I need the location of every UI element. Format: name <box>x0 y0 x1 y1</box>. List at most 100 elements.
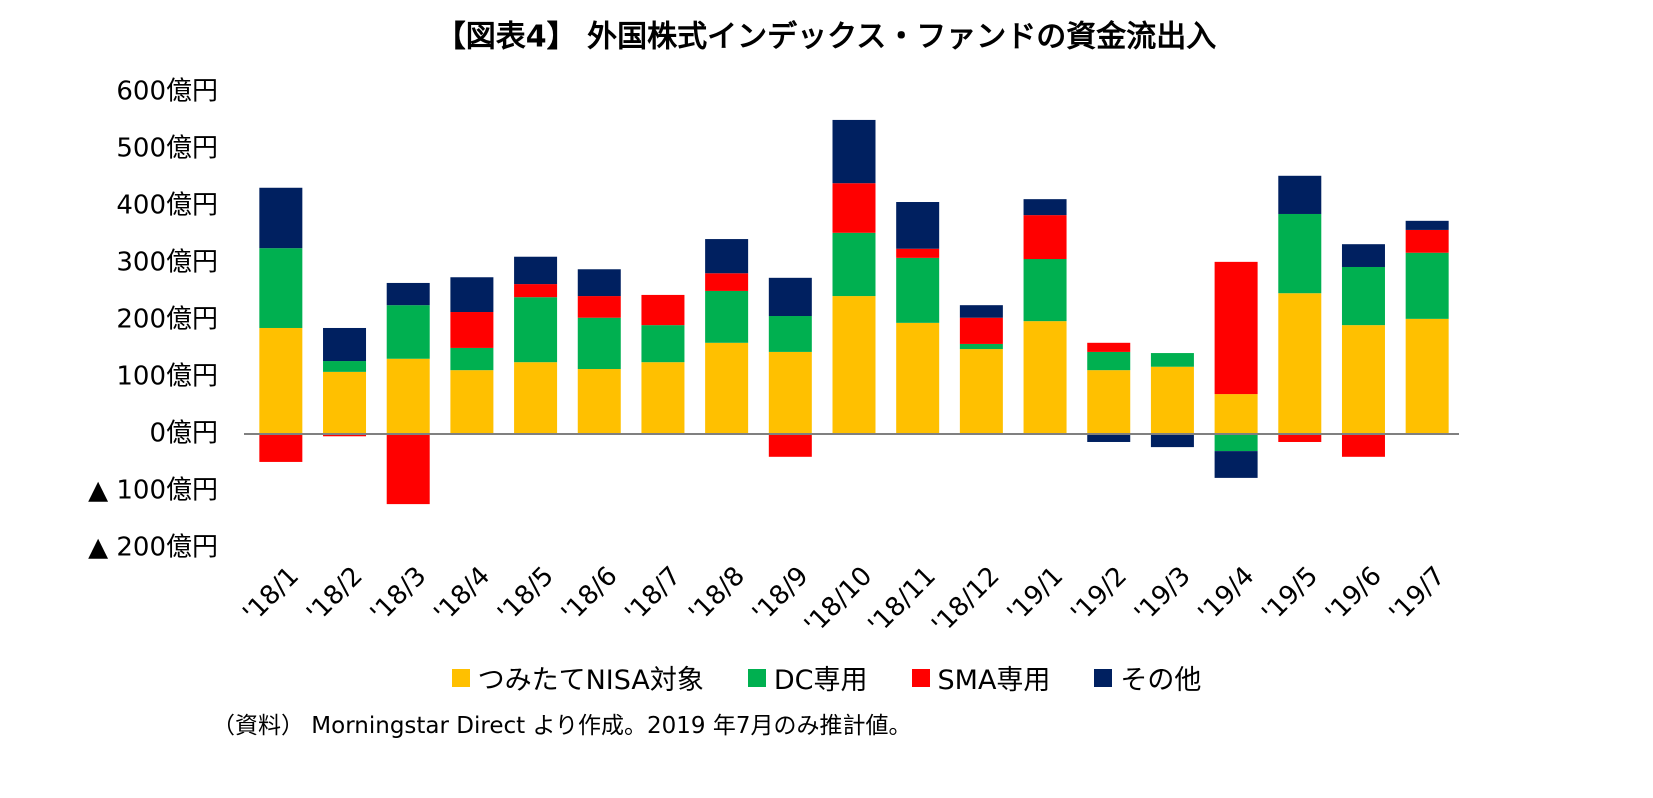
bar-segment <box>323 371 367 434</box>
bar-segment <box>705 290 749 343</box>
bar-segment <box>1023 321 1067 434</box>
bar-segment <box>450 370 494 434</box>
x-tick-label: '18/10 <box>799 561 878 640</box>
y-tick-label: ▲ 100億円 <box>88 476 218 506</box>
bar-segment <box>1087 351 1131 371</box>
bar-segment <box>514 284 558 298</box>
x-tick-label: '18/8 <box>683 561 751 629</box>
bar-segment <box>1341 434 1385 457</box>
y-tick-label: 100億円 <box>116 362 218 392</box>
bar-segment <box>896 202 940 249</box>
bar-segment <box>896 257 940 323</box>
x-tick-label: '19/4 <box>1193 561 1261 629</box>
bar-segment <box>705 273 749 291</box>
bar-segment <box>1405 220 1449 230</box>
legend-item: つみたてNISA対象 <box>451 658 704 697</box>
bar-segment <box>959 317 1003 344</box>
bar-segment <box>514 297 558 363</box>
bar-segment <box>1278 434 1322 442</box>
bar-segment <box>1278 293 1322 434</box>
legend-swatch <box>1094 668 1113 687</box>
legend-label: DC専用 <box>773 665 868 696</box>
bar-segment <box>832 183 876 233</box>
legend-swatch <box>911 668 930 687</box>
bar-segment <box>641 294 685 326</box>
bar-segment <box>386 358 430 434</box>
chart-title: 【図表4】 外国株式インデックス・ファンドの資金流出入 <box>436 20 1216 55</box>
y-tick-label: 300億円 <box>116 248 218 278</box>
bar-segment <box>1278 175 1322 214</box>
bar-segment <box>1087 434 1131 442</box>
bar-segment <box>768 434 812 457</box>
bar-segment <box>768 277 812 317</box>
bar-segment <box>768 316 812 352</box>
bar-segment <box>450 347 494 371</box>
bar-segment <box>1150 434 1194 448</box>
bar-segment <box>705 342 749 434</box>
bar-segment <box>1150 366 1194 434</box>
bar-segment <box>1214 394 1258 434</box>
x-tick-label: '18/12 <box>926 561 1005 640</box>
bar-segment <box>832 296 876 434</box>
legend-label: つみたてNISA対象 <box>477 665 704 696</box>
y-tick-label: 400億円 <box>116 191 218 221</box>
y-tick-label: ▲ 200億円 <box>88 533 218 563</box>
bar-segment <box>577 269 621 297</box>
x-tick-label: '19/2 <box>1065 561 1133 629</box>
bar-segment <box>1405 318 1449 434</box>
bar-segment <box>323 361 367 372</box>
x-tick-label: '18/3 <box>365 561 433 629</box>
legend-label: その他 <box>1120 665 1202 696</box>
x-tick-label: '19/3 <box>1129 561 1197 629</box>
bar-segment <box>959 343 1003 350</box>
y-tick-label: 0億円 <box>149 419 218 449</box>
x-tick-label: '18/2 <box>301 561 369 629</box>
bar-segment <box>1341 244 1385 267</box>
bar-segment <box>577 296 621 318</box>
x-tick-label: '18/4 <box>429 561 497 629</box>
x-tick-label: '18/6 <box>556 561 624 629</box>
bar-segment <box>386 434 430 505</box>
bar-segment <box>259 327 303 434</box>
bar-segment <box>1023 259 1067 322</box>
bar-segment <box>323 327 367 362</box>
legend-item: DC専用 <box>747 658 868 697</box>
bar-segment <box>1214 451 1258 478</box>
bar-segment <box>1214 261 1258 395</box>
x-tick-label: '18/1 <box>238 561 306 629</box>
bar-segment <box>323 434 367 437</box>
bar-segment <box>1341 266 1385 326</box>
bar-segment <box>832 119 876 184</box>
bar-segment <box>705 239 749 274</box>
bar-segment <box>641 362 685 434</box>
legend-swatch <box>747 668 766 687</box>
bar-segment <box>1023 199 1067 216</box>
legend-item: SMA専用 <box>911 658 1051 697</box>
bar-segment <box>768 351 812 434</box>
legend-label: SMA専用 <box>937 665 1051 696</box>
legend-item: その他 <box>1094 658 1201 697</box>
bar-segment <box>1278 213 1322 294</box>
x-tick-label: '18/11 <box>863 561 942 640</box>
bar-segment <box>1150 353 1194 367</box>
chart: 【図表4】 外国株式インデックス・ファンドの資金流出入 600億円 500億円 40… <box>88 20 1459 640</box>
x-tick-label: '19/1 <box>1002 561 1070 629</box>
bar-segment <box>259 187 303 249</box>
bar-segment <box>1023 215 1067 260</box>
x-tick-label: '19/7 <box>1384 561 1452 629</box>
bar-segment <box>1341 325 1385 434</box>
bar-segment <box>386 282 430 306</box>
x-tick-label: '19/6 <box>1320 561 1388 629</box>
bar-segment <box>1405 252 1449 319</box>
y-tick-label: 200億円 <box>116 305 218 335</box>
bar-segment <box>896 322 940 434</box>
bar-segment <box>450 277 494 313</box>
bar-segment <box>959 305 1003 318</box>
bar-segment <box>450 312 494 348</box>
bar-segment <box>832 232 876 297</box>
bar-segment <box>1087 342 1131 352</box>
bar-segment <box>514 256 558 285</box>
legend: つみたてNISA対象 DC専用 SMA専用 その他 <box>0 658 1653 697</box>
x-tick-label: '18/7 <box>620 561 688 629</box>
